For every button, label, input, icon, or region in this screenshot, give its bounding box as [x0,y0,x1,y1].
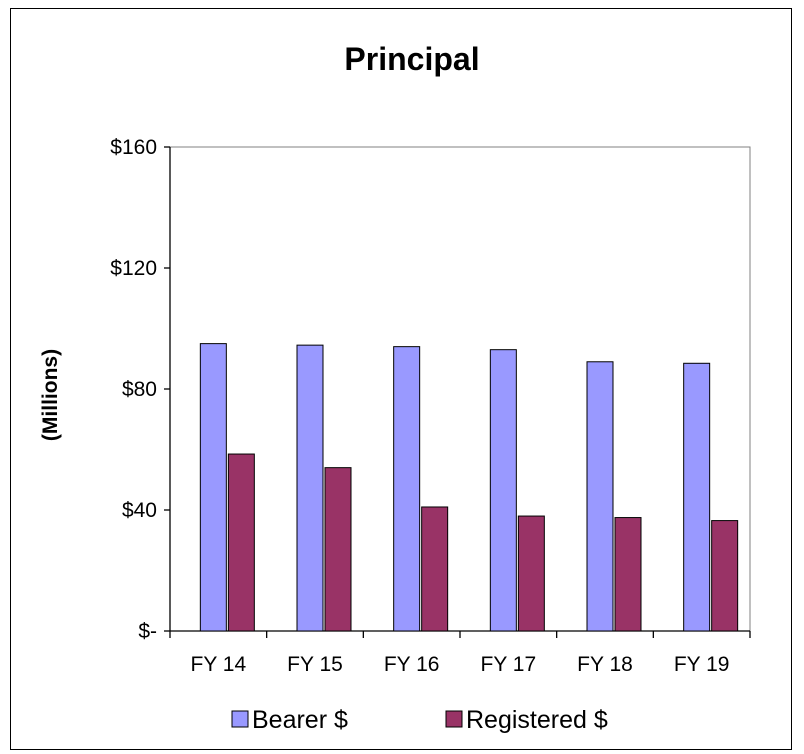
bar-bearer [586,361,614,632]
x-tick-label: FY 15 [287,653,343,676]
legend-label: Bearer $ [252,706,348,734]
legend-label: Registered $ [466,706,608,734]
y-tick-label: $120 [110,257,157,280]
bar-registered [227,453,255,632]
y-tick-label: $40 [122,499,157,522]
bar-bearer [296,344,324,632]
x-tick-label: FY 19 [674,653,730,676]
x-tick-label: FY 17 [481,653,537,676]
bar-bearer [199,343,227,632]
y-tick-label: $160 [110,136,157,159]
bar-registered [711,520,739,632]
plot-area: $- $40 $80 $120 $160 FY 14 FY 15 FY 16 FY 17 FY 1… [110,136,751,676]
chart-title: Principal [344,41,479,77]
y-tick-label: $- [138,620,157,643]
bar-registered [324,467,352,632]
x-tick-label: FY 16 [384,653,440,676]
bar-registered [421,506,449,632]
bar-bearer [393,346,421,632]
y-tick-label: $80 [122,378,157,401]
bar-bearer [489,349,517,632]
legend-swatch [231,710,249,728]
plot-background [169,146,751,632]
x-tick-label: FY 14 [191,653,247,676]
bar-registered [614,517,642,632]
bar-bearer [683,362,711,632]
legend-swatch [445,710,463,728]
x-tick-label: FY 18 [577,653,633,676]
bar-registered [517,515,545,632]
legend: Bearer $ Registered $ [231,706,608,734]
y-axis-label: (Millions) [39,349,62,441]
